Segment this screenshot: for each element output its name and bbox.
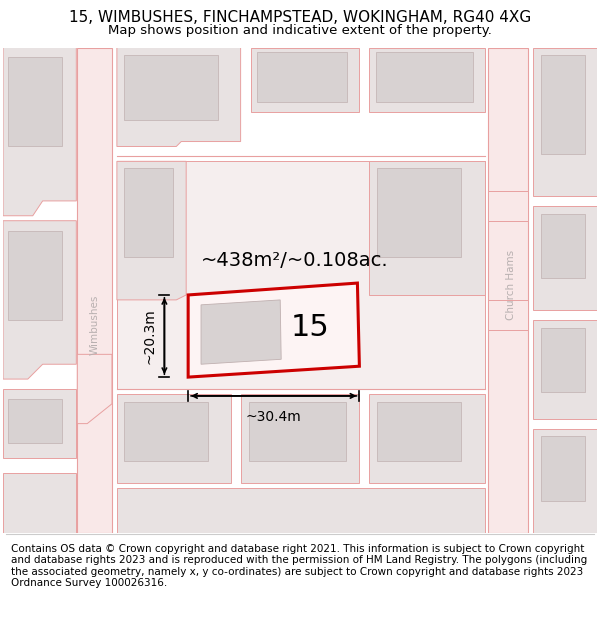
Text: 15, WIMBUSHES, FINCHAMPSTEAD, WOKINGHAM, RG40 4XG: 15, WIMBUSHES, FINCHAMPSTEAD, WOKINGHAM,… bbox=[69, 11, 531, 26]
Text: Church Hams: Church Hams bbox=[506, 250, 516, 320]
Polygon shape bbox=[117, 161, 485, 389]
Polygon shape bbox=[117, 48, 241, 146]
Bar bbox=[541, 328, 585, 392]
Polygon shape bbox=[77, 48, 112, 532]
Text: ~438m²/~0.108ac.: ~438m²/~0.108ac. bbox=[201, 251, 389, 270]
Bar bbox=[377, 168, 461, 258]
Text: 15: 15 bbox=[290, 313, 329, 342]
Bar bbox=[257, 52, 347, 102]
Text: Map shows position and indicative extent of the property.: Map shows position and indicative extent… bbox=[108, 24, 492, 37]
Polygon shape bbox=[117, 161, 186, 300]
Bar bbox=[8, 58, 62, 146]
Bar bbox=[124, 168, 173, 258]
Polygon shape bbox=[251, 48, 359, 112]
Bar bbox=[541, 56, 585, 154]
Polygon shape bbox=[533, 206, 597, 310]
Polygon shape bbox=[369, 394, 485, 483]
Bar bbox=[377, 402, 461, 461]
Bar bbox=[248, 402, 346, 461]
Bar bbox=[124, 402, 208, 461]
Polygon shape bbox=[241, 394, 359, 483]
Bar bbox=[8, 231, 62, 320]
Polygon shape bbox=[533, 429, 597, 532]
Polygon shape bbox=[369, 48, 485, 112]
Polygon shape bbox=[117, 488, 485, 532]
Text: ~20.3m: ~20.3m bbox=[142, 308, 157, 364]
Polygon shape bbox=[3, 221, 76, 379]
Polygon shape bbox=[488, 48, 527, 532]
Polygon shape bbox=[488, 191, 527, 221]
Bar bbox=[376, 52, 473, 102]
Polygon shape bbox=[188, 283, 359, 377]
Bar bbox=[124, 56, 218, 120]
Text: Wimbushes: Wimbushes bbox=[90, 294, 100, 355]
Polygon shape bbox=[117, 394, 231, 483]
Polygon shape bbox=[3, 389, 76, 458]
Bar bbox=[541, 436, 585, 501]
Bar bbox=[8, 399, 62, 443]
Polygon shape bbox=[3, 48, 76, 216]
Polygon shape bbox=[488, 300, 527, 329]
Text: Contains OS data © Crown copyright and database right 2021. This information is : Contains OS data © Crown copyright and d… bbox=[11, 544, 587, 588]
Polygon shape bbox=[533, 320, 597, 419]
Polygon shape bbox=[3, 473, 76, 532]
Polygon shape bbox=[533, 48, 597, 196]
Polygon shape bbox=[201, 300, 281, 364]
Polygon shape bbox=[77, 354, 112, 424]
Bar bbox=[541, 214, 585, 278]
Text: ~30.4m: ~30.4m bbox=[246, 410, 302, 424]
Polygon shape bbox=[369, 161, 485, 295]
